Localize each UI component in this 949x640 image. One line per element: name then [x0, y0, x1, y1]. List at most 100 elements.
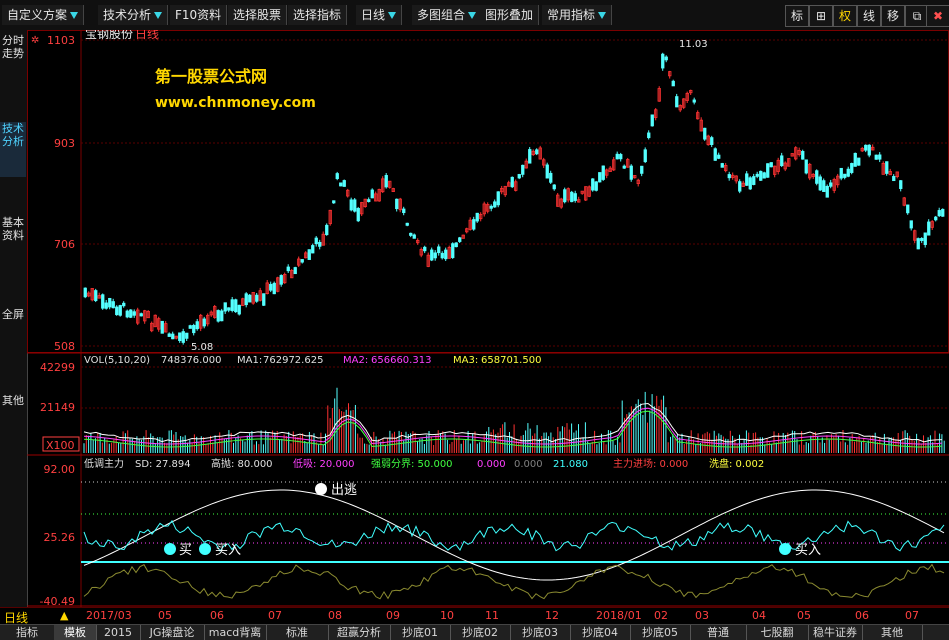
- line-button[interactable]: 线: [857, 5, 881, 27]
- bottom-tab-bar: 指标 模板 2015 JG操盘论 macd背离 标准 超赢分析 抄底01 抄底02 抄底03 抄底0…: [0, 624, 949, 640]
- candle-body: [367, 199, 371, 202]
- sidebar-item-tech-analysis[interactable]: 技术分析: [0, 122, 26, 177]
- candle-body: [717, 154, 721, 159]
- escape-marker-label: 出逃: [331, 483, 357, 498]
- sidebar-item-other[interactable]: 其他: [2, 394, 24, 407]
- stock-chart[interactable]: 1103 903 706 508 ✲ 宝钢股份 日线 第一股票公式网 www.c…: [27, 27, 949, 608]
- candle-body: [860, 148, 864, 152]
- triangle-up-icon[interactable]: ▲: [60, 609, 69, 622]
- chart-area[interactable]: 1103 903 706 508 ✲ 宝钢股份 日线 第一股票公式网 www.c…: [27, 27, 949, 608]
- candle-body: [930, 221, 934, 228]
- candle-body: [843, 173, 847, 178]
- period-button[interactable]: 日线: [356, 5, 403, 25]
- tab-9[interactable]: 抄底03: [510, 625, 571, 640]
- candle-body: [468, 219, 472, 230]
- ind-white-line: [83, 489, 945, 581]
- candle-body: [332, 200, 336, 204]
- candle-body: [213, 306, 217, 318]
- candle-body: [612, 159, 616, 171]
- sidebar-item-fullscreen[interactable]: 全屏: [2, 308, 24, 321]
- tab-3[interactable]: JG操盘论: [140, 625, 205, 640]
- ind-olive-line: [83, 563, 945, 600]
- tab-5[interactable]: 标准: [266, 625, 329, 640]
- date-label: 04: [752, 609, 766, 622]
- common-indicator-button[interactable]: 常用指标: [542, 5, 613, 25]
- tab-13[interactable]: 七股翻: [746, 625, 809, 640]
- multi-chart-button[interactable]: 多图组合: [412, 5, 483, 25]
- candle-body: [647, 132, 651, 139]
- vol-ma1-label: MA1:: [237, 355, 262, 366]
- candle-body: [402, 208, 406, 214]
- sidebar-item-intraday[interactable]: 分时走势: [2, 34, 24, 60]
- candle-body: [255, 294, 259, 302]
- grid-icon[interactable]: ⊞: [809, 5, 833, 27]
- candle-body: [206, 314, 210, 325]
- candle-body: [640, 165, 644, 174]
- rights-button[interactable]: 权: [833, 5, 857, 27]
- date-label: 06: [855, 609, 869, 622]
- select-stock-button[interactable]: 选择股票: [228, 5, 288, 25]
- f10-button[interactable]: F10资料: [170, 5, 228, 25]
- date-label: 10: [440, 609, 454, 622]
- tab-2[interactable]: 2015: [96, 625, 141, 640]
- tab-10[interactable]: 抄底04: [570, 625, 631, 640]
- candle-body: [899, 180, 903, 189]
- vol-ma2: 656660.313: [371, 355, 431, 366]
- vol-ma3: 658701.500: [481, 355, 541, 366]
- candle-body: [363, 198, 367, 207]
- select-indicator-button[interactable]: 选择指标: [288, 5, 348, 25]
- tab-1[interactable]: 模板: [54, 625, 97, 640]
- candle-body: [643, 149, 647, 163]
- candle-body: [248, 294, 252, 303]
- close-icon[interactable]: ✖: [926, 5, 949, 27]
- move-button[interactable]: 移: [881, 5, 905, 27]
- tab-7[interactable]: 抄底01: [390, 625, 451, 640]
- candle-body: [755, 173, 759, 177]
- candle-body: [167, 333, 171, 337]
- vol-label-top: 42299: [40, 361, 75, 374]
- mark-button[interactable]: 标: [785, 5, 809, 27]
- candle-body: [766, 163, 770, 178]
- watermark-title: 第一股票公式网: [155, 67, 267, 86]
- tab-0[interactable]: 指标: [0, 625, 55, 640]
- candle-body: [188, 325, 192, 329]
- tab-6[interactable]: 超赢分析: [328, 625, 391, 640]
- candle-body: [388, 180, 392, 188]
- watermark-url: www.chnmoney.com: [155, 95, 316, 111]
- tab-15[interactable]: 其他: [862, 625, 923, 640]
- tech-analysis-button[interactable]: 技术分析: [98, 5, 169, 25]
- tab-11[interactable]: 抄底05: [630, 625, 691, 640]
- overlay-button[interactable]: 图形叠加: [480, 5, 540, 25]
- candle-body: [146, 311, 150, 319]
- candle-body: [605, 169, 609, 176]
- tab-12[interactable]: 普通: [690, 625, 747, 640]
- tab-8[interactable]: 抄底02: [450, 625, 511, 640]
- candle-body: [430, 249, 434, 261]
- candle-body: [342, 180, 346, 187]
- candle-body: [871, 146, 875, 151]
- custom-scheme-button[interactable]: 自定义方案: [2, 5, 85, 25]
- candle-body: [619, 154, 623, 160]
- candle-body: [122, 302, 126, 307]
- date-label: 06: [210, 609, 224, 622]
- gear-icon[interactable]: ✲: [31, 35, 39, 46]
- candle-body: [143, 310, 147, 322]
- candle-body: [657, 88, 661, 102]
- candle-body: [496, 191, 500, 206]
- candle-body: [321, 233, 325, 246]
- tab-14[interactable]: 稳牛证券: [808, 625, 863, 640]
- date-label: 2017/03: [86, 609, 132, 622]
- ind-v3: 21.080: [553, 459, 588, 470]
- candle-body: [741, 182, 745, 187]
- candle-body: [493, 201, 497, 208]
- candle-body: [822, 180, 826, 192]
- candle-body: [150, 322, 154, 332]
- candle-body: [811, 173, 815, 177]
- candle-body: [297, 258, 301, 266]
- sidebar-item-fundamentals[interactable]: 基本资料: [2, 216, 24, 242]
- candle-body: [622, 165, 626, 169]
- tab-4[interactable]: macd背离: [204, 625, 267, 640]
- candle-body: [794, 147, 798, 160]
- candle-body: [738, 181, 742, 192]
- candle-body: [559, 198, 563, 208]
